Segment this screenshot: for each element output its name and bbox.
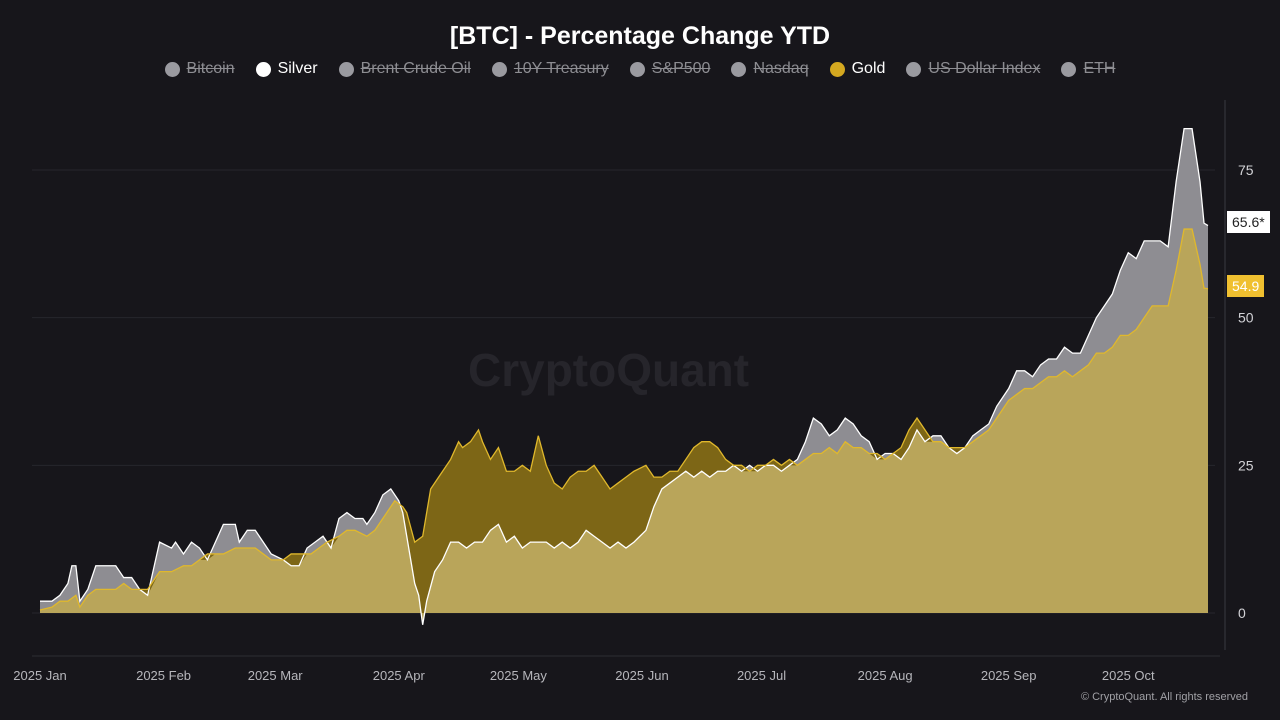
- chart-title: [BTC] - Percentage Change YTD: [449, 22, 831, 50]
- legend-item-nasdaq[interactable]: Nasdaq: [731, 60, 809, 78]
- legend-item-eth[interactable]: ETH: [1061, 60, 1115, 78]
- legend-item-10y-treasury[interactable]: 10Y Treasury: [491, 60, 609, 78]
- legend-label: Silver: [277, 60, 318, 77]
- chart-legend: Bitcoin Silver Brent Crude Oil 10Y Treasury…: [0, 60, 1280, 78]
- legend-item-us-dollar-index[interactable]: US Dollar Index: [906, 60, 1040, 78]
- x-tick-label: 2025 May: [490, 668, 548, 683]
- x-tick-label: 2025 Aug: [858, 668, 913, 683]
- silver-last-value-badge: 65.6*: [1227, 211, 1270, 233]
- x-tick-label: 2025 Jan: [13, 668, 67, 683]
- y-tick-label: 0: [1238, 605, 1246, 621]
- x-tick-label: 2025 Mar: [248, 668, 304, 683]
- legend-dot-icon: [164, 61, 180, 77]
- legend-item-bitcoin[interactable]: Bitcoin: [164, 60, 235, 78]
- legend-item-silver[interactable]: Silver: [255, 60, 318, 78]
- x-tick-label: 2025 Oct: [1102, 668, 1155, 683]
- x-tick-label: 2025 Sep: [981, 668, 1037, 683]
- x-tick-label: 2025 Jun: [615, 668, 669, 683]
- legend-label: Bitcoin: [186, 60, 235, 77]
- legend-item-s-p500[interactable]: S&P500: [629, 60, 711, 78]
- legend-dot-icon: [829, 61, 845, 77]
- legend-dot-icon: [906, 61, 922, 77]
- legend-label: Nasdaq: [753, 60, 809, 77]
- x-tick-label: 2025 Apr: [373, 668, 426, 683]
- legend-label: 10Y Treasury: [513, 60, 609, 77]
- legend-label: S&P500: [651, 60, 711, 77]
- legend-dot-icon: [629, 61, 645, 77]
- legend-dot-icon: [1061, 61, 1077, 77]
- legend-label: US Dollar Index: [928, 60, 1041, 77]
- copyright-notice: © CryptoQuant. All rights reserved: [1080, 691, 1248, 703]
- legend-item-gold[interactable]: Gold: [829, 60, 886, 78]
- legend-item-brent-crude-oil[interactable]: Brent Crude Oil: [338, 60, 471, 78]
- legend-dot-icon: [255, 61, 271, 77]
- legend-label: Brent Crude Oil: [360, 60, 471, 77]
- overlap-area: [40, 229, 1208, 625]
- legend-dot-icon: [491, 61, 507, 77]
- y-tick-label: 25: [1238, 457, 1254, 473]
- x-tick-label: 2025 Feb: [136, 668, 191, 683]
- legend-dot-icon: [731, 61, 747, 77]
- watermark-logo: CryptoQuant: [468, 344, 750, 396]
- legend-label: Gold: [851, 60, 886, 77]
- y-tick-label: 75: [1238, 162, 1254, 178]
- silver-line: [40, 128, 1209, 625]
- gold-line: [39, 228, 1209, 611]
- gold-last-value-badge: 54.9: [1227, 275, 1265, 297]
- legend-label: ETH: [1083, 60, 1116, 77]
- y-tick-label: 50: [1238, 310, 1254, 326]
- legend-dot-icon: [338, 61, 354, 77]
- x-tick-label: 2025 Jul: [737, 668, 786, 683]
